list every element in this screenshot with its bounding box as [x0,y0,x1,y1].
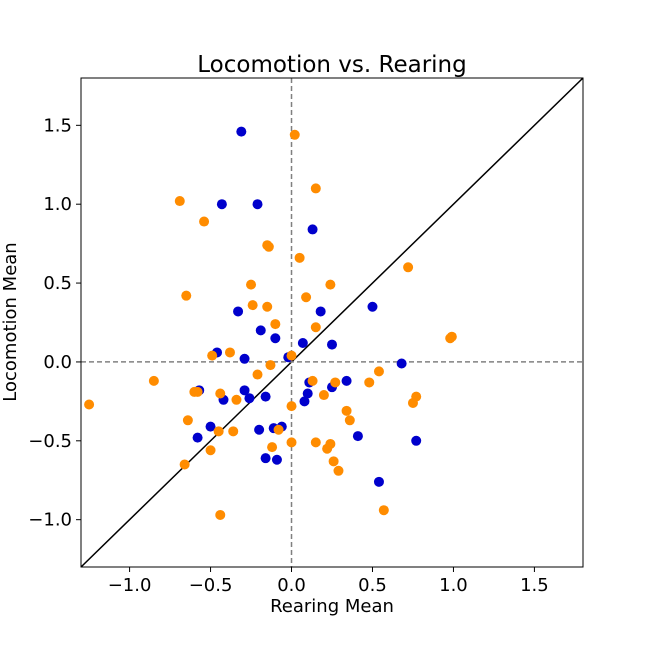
data-point [260,453,271,464]
data-point [215,388,226,399]
data-point [310,322,321,333]
data-point [267,442,278,453]
data-point [297,338,308,349]
x-axis-label: Rearing Mean [270,596,394,617]
data-point [262,301,273,312]
data-point [341,375,352,386]
identity-line [81,78,583,567]
data-point [199,216,210,227]
data-point [286,437,297,448]
y-axis-label: Locomotion Mean [0,242,21,401]
y-tick-label: −1.0 [28,510,72,531]
data-point [239,385,250,396]
y-tick-label: −0.5 [28,431,72,452]
data-point [294,252,305,263]
data-point [367,301,378,312]
x-tick-label: −1.0 [108,575,152,596]
data-point [333,465,344,476]
data-point [403,262,414,273]
data-point [254,424,265,435]
data-point [233,306,244,317]
data-point [213,426,224,437]
data-point [255,325,266,336]
data-point [352,431,363,442]
data-point [228,426,239,437]
data-point [224,347,235,358]
data-point [286,350,297,361]
data-point [307,375,318,386]
data-point [373,366,384,377]
data-point [260,391,271,402]
x-tick-label: 0.0 [277,575,306,596]
y-tick-label: 1.5 [43,115,72,136]
data-point [231,394,242,405]
data-point [286,401,297,412]
data-point [302,388,313,399]
data-point [325,279,336,290]
data-point [327,339,337,350]
data-point [330,377,341,388]
data-point [271,454,282,465]
data-point [289,129,300,140]
data-point [179,459,190,470]
x-tick-label: 1.5 [520,575,549,596]
data-point [216,199,227,210]
y-tick-label: 1.0 [43,194,72,215]
data-point [310,183,321,194]
data-point [299,396,310,407]
data-point [315,306,326,317]
data-point [341,405,352,416]
y-tick-label: 0.0 [43,352,72,373]
data-point [373,476,384,487]
data-point [446,331,457,342]
data-point [270,333,281,344]
series-2 [84,129,457,520]
data-point [407,397,418,408]
data-point [192,386,203,397]
x-tick-label: 0.5 [358,575,387,596]
data-point [252,369,263,380]
data-point [273,424,284,435]
data-point [396,358,407,369]
data-point [246,279,257,290]
data-point [148,375,159,386]
data-point [270,319,281,330]
data-point [263,241,274,252]
chart-title: Locomotion vs. Rearing [197,52,466,78]
data-point [307,224,318,235]
data-point [344,415,355,426]
x-tick-label: −0.5 [189,575,233,596]
data-point [252,199,263,210]
data-point [84,399,95,410]
x-tick-label: 1.0 [439,575,468,596]
data-point [239,353,250,364]
data-point [247,300,258,311]
data-point [174,196,185,207]
data-point [181,290,192,301]
data-point [318,390,329,401]
data-point [215,509,226,520]
y-tick-label: 0.5 [43,273,72,294]
data-point [301,292,312,303]
data-point [378,505,389,516]
data-point [192,432,203,443]
data-point [244,393,255,404]
data-point [207,350,218,361]
axis-ticks: −1.0 −0.5 0.0 0.5 1.0 1.5 −1.0 −0.5 0.0 0.5 1.0 1.5 [28,115,548,596]
data-point [411,435,422,446]
data-point [265,360,276,371]
plot-frame [80,77,584,568]
data-point [205,445,216,456]
data-point [364,377,375,388]
data-point [205,421,216,432]
data-point [328,456,339,467]
data-point [322,443,333,454]
data-point [310,437,321,448]
data-point [182,415,193,426]
data-point [236,126,247,137]
